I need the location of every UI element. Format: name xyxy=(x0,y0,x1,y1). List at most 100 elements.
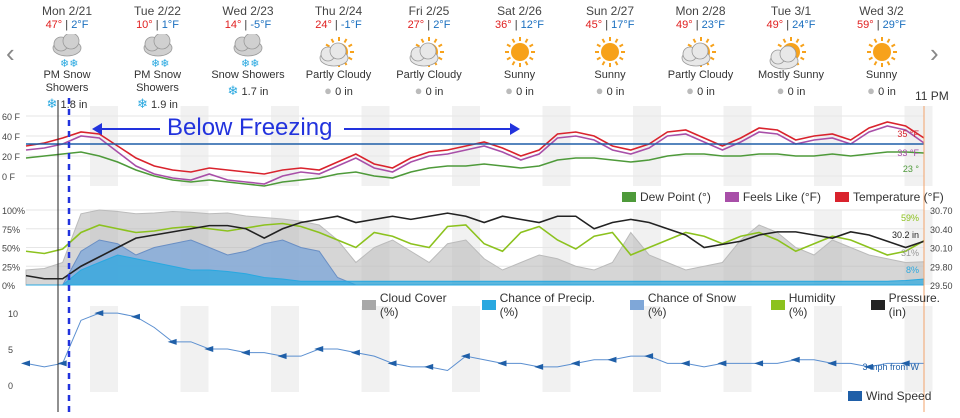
mostly-sunny-icon xyxy=(746,34,836,70)
wind-direction-arrow xyxy=(57,360,67,367)
condition-label: PM Snow Showers xyxy=(43,69,91,94)
wind-direction-arrow xyxy=(167,338,177,345)
day-temps: 27° | 2°F xyxy=(407,19,451,31)
night-band xyxy=(90,106,118,186)
svg-text:❄❄: ❄❄ xyxy=(60,58,78,70)
day-column[interactable]: Thu 2/24 24° | -1°F Partly Cloudy ● 0 in xyxy=(294,0,384,99)
night-band xyxy=(542,306,571,392)
precip-amount: ● 0 in xyxy=(384,84,474,99)
legend-label: Dew Point (°) xyxy=(640,190,711,204)
temperature-legend-item[interactable]: Temperature (°F) xyxy=(834,190,944,204)
pressure-line xyxy=(25,212,925,280)
raindrop-icon: ● xyxy=(324,83,333,98)
low-temp: 1°F xyxy=(161,19,179,31)
snowflake-icon: ❄ xyxy=(137,96,148,111)
legend-label: Humidity (%) xyxy=(788,291,836,319)
raindrop-icon: ● xyxy=(776,83,785,98)
night-band xyxy=(90,306,118,392)
wind-direction-arrow xyxy=(204,346,214,352)
raindrop-icon: ● xyxy=(867,83,876,98)
day-date: Thu 2/24 xyxy=(314,4,363,18)
day-date: Tue 2/22 xyxy=(134,4,181,18)
day-temps: 49° | 24°F xyxy=(766,19,816,31)
day-date: Mon 2/28 xyxy=(675,4,726,18)
y-tick-label: 75% xyxy=(2,225,20,235)
y2-tick-label: 30.10 xyxy=(930,244,953,254)
precip-amount: ● 0 in xyxy=(294,84,384,99)
high-temp: 10° xyxy=(136,19,153,31)
legend-label: Cloud Cover (%) xyxy=(379,291,447,319)
wind-direction-arrow xyxy=(717,360,727,367)
sun-icon xyxy=(837,34,927,68)
day-temps: 36° | 12°F xyxy=(495,19,544,31)
atmosphere-legend-item[interactable]: Cloud Cover (%) xyxy=(362,291,468,319)
day-column[interactable]: Wed 3/2 59° | 29°F Sunny ● 0 in xyxy=(837,0,927,99)
wind-direction-arrow xyxy=(680,360,690,367)
precip-value: 0 in xyxy=(606,86,625,98)
snowflake-icon: ❄ xyxy=(227,83,239,98)
day-column[interactable]: Mon 2/28 49° | 23°F Partly Cloudy ● 0 in xyxy=(656,0,746,99)
precip-value: 0 in xyxy=(516,86,534,98)
wind-direction-arrow xyxy=(644,353,654,360)
high-temp: 59° xyxy=(857,19,874,31)
wind-direction-arrow xyxy=(754,360,764,367)
wind-direction-arrow xyxy=(790,356,800,363)
day-date: Sat 2/26 xyxy=(497,4,542,18)
day-column[interactable]: Tue 2/22 10° | 1°F ❄❄ PM Snow Showers ❄ … xyxy=(113,0,203,112)
wind-legend-item[interactable]: Wind Speed xyxy=(848,389,931,403)
condition-label: Partly Cloudy xyxy=(667,69,734,81)
day-date: Tue 3/1 xyxy=(770,4,812,18)
current-precip-label: 8% xyxy=(906,265,919,275)
day-column[interactable]: Tue 3/1 49° | 24°F Mostly Sunny ● 0 in xyxy=(746,0,836,99)
night-band xyxy=(452,306,480,392)
wind-direction-arrow xyxy=(130,313,140,320)
low-temp: 23°F xyxy=(701,19,725,31)
low-temp: -5°F xyxy=(250,19,272,31)
y-tick-label: 50% xyxy=(2,244,20,254)
wind-direction-arrow xyxy=(424,363,434,370)
partly-cloudy-icon xyxy=(294,34,384,68)
day-column[interactable]: Sun 2/27 45° | 17°F Sunny ● 0 in xyxy=(565,0,655,99)
day-date: Fri 2/25 xyxy=(408,4,450,18)
precip-amount: ❄ 1.8 in xyxy=(22,97,112,112)
atmosphere-legend-item[interactable]: Chance of Snow (%) xyxy=(629,291,757,319)
condition-label: Snow Showers xyxy=(211,69,285,81)
day-temps: 45° | 17°F xyxy=(585,19,635,31)
atmosphere-legend-item[interactable]: Chance of Precip. (%) xyxy=(481,291,616,319)
night-band xyxy=(361,306,390,392)
day-column[interactable]: Sat 2/26 36° | 12°F Sunny ● 0 in xyxy=(475,0,565,99)
atmosphere-legend-item[interactable]: Pressure. (in) xyxy=(870,291,960,319)
dew-point-line xyxy=(25,151,925,187)
day-column[interactable]: Fri 2/25 27° | 2°F Partly Cloudy ● 0 in xyxy=(384,0,474,99)
legend-label: Feels Like (°F) xyxy=(742,190,821,204)
temperature-legend-item[interactable]: Feels Like (°F) xyxy=(724,190,821,204)
day-column[interactable]: Mon 2/21 47° | 2°F ❄❄ PM Snow Showers ❄ … xyxy=(22,0,112,112)
atmosphere-legend-item[interactable]: Humidity (%) xyxy=(770,291,857,319)
previous-days-button[interactable]: ‹ xyxy=(6,38,15,68)
precip-value: 0 in xyxy=(878,86,896,98)
precip-amount: ● 0 in xyxy=(837,84,927,99)
high-temp: 27° xyxy=(407,19,425,31)
condition-label: Sunny xyxy=(503,69,536,81)
day-temps: 24° | -1°F xyxy=(315,19,362,31)
snowflake-icon: ❄ xyxy=(46,96,58,111)
svg-text:❄❄: ❄❄ xyxy=(151,58,169,70)
next-days-button[interactable]: › xyxy=(930,38,939,68)
y-tick-label: 25% xyxy=(2,262,20,272)
raindrop-icon: ● xyxy=(505,83,514,98)
legend-swatch xyxy=(848,391,862,401)
temperature-legend-item[interactable]: Dew Point (°) xyxy=(622,190,711,204)
low-temp: 12°F xyxy=(520,19,544,31)
y-tick-label: 0 F xyxy=(2,172,16,182)
current-temperature-label: 35 °F xyxy=(897,129,919,139)
day-temps: 59° | 29°F xyxy=(857,19,906,31)
wind-direction-arrow xyxy=(240,349,250,356)
precip-amount: ❄ 1.7 in xyxy=(203,84,293,99)
legend-swatch xyxy=(629,300,644,310)
snow-cloud-icon: ❄❄ xyxy=(203,32,293,70)
wind-direction-arrow xyxy=(21,360,30,367)
low-temp: -1°F xyxy=(340,19,362,31)
raindrop-icon: ● xyxy=(686,83,695,98)
day-column[interactable]: Wed 2/23 14° | -5°F ❄❄ Snow Showers ❄ 1.… xyxy=(203,0,293,99)
